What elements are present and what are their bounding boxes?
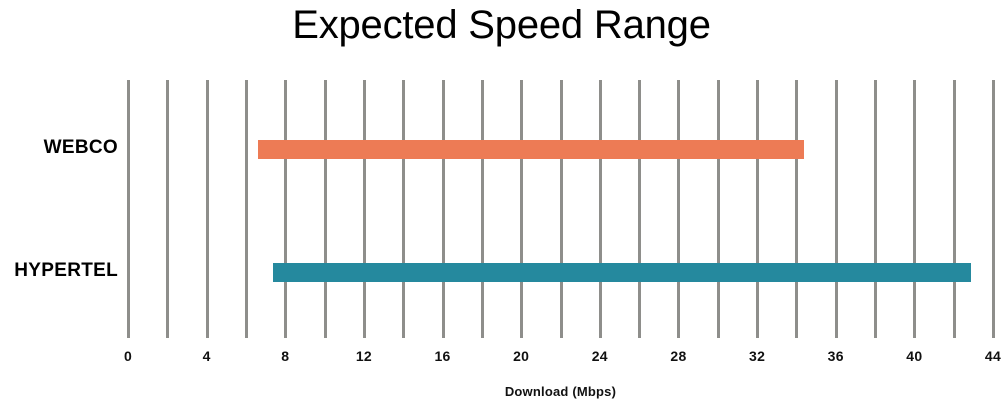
chart-title: Expected Speed Range <box>292 3 711 47</box>
category-label-hypertel: HYPERTEL <box>14 260 118 281</box>
x-tick-label: 12 <box>355 348 372 364</box>
gridline <box>795 80 799 338</box>
gridline <box>520 80 524 338</box>
gridline <box>638 80 642 338</box>
gridline <box>756 80 760 338</box>
gridline <box>284 80 288 338</box>
x-tick-label: 40 <box>906 348 923 364</box>
gridline <box>323 80 327 338</box>
range-bar-hypertel[interactable] <box>273 263 972 282</box>
x-tick-label: 0 <box>123 348 133 364</box>
gridline <box>874 80 878 338</box>
gridline <box>598 80 602 338</box>
gridline <box>480 80 484 338</box>
gridline <box>559 80 563 338</box>
gridline <box>402 80 406 338</box>
gridline <box>913 80 917 338</box>
x-tick-label: 44 <box>984 348 1002 364</box>
plot-area <box>127 80 995 338</box>
gridline <box>834 80 838 338</box>
gridline <box>992 80 995 338</box>
gridline <box>952 80 956 338</box>
gridline <box>166 80 170 338</box>
x-tick-label: 20 <box>513 348 530 364</box>
x-tick-label: 36 <box>827 348 844 364</box>
x-axis-title: Download (Mbps) <box>504 384 617 399</box>
gridline <box>244 80 248 338</box>
x-tick-label: 32 <box>748 348 766 364</box>
category-label-webco: WEBCO <box>43 137 118 158</box>
gridline <box>716 80 720 338</box>
gridline <box>677 80 681 338</box>
gridline <box>441 80 445 338</box>
x-tick-label: 8 <box>281 348 290 364</box>
x-tick-label: 28 <box>670 348 687 364</box>
x-tick-label: 16 <box>434 348 451 364</box>
gridline <box>362 80 366 338</box>
x-tick-label: 24 <box>591 348 608 364</box>
gridline <box>205 80 209 338</box>
gridline <box>127 80 130 338</box>
x-tick-label: 4 <box>202 348 211 364</box>
range-bar-webco[interactable] <box>257 140 805 159</box>
